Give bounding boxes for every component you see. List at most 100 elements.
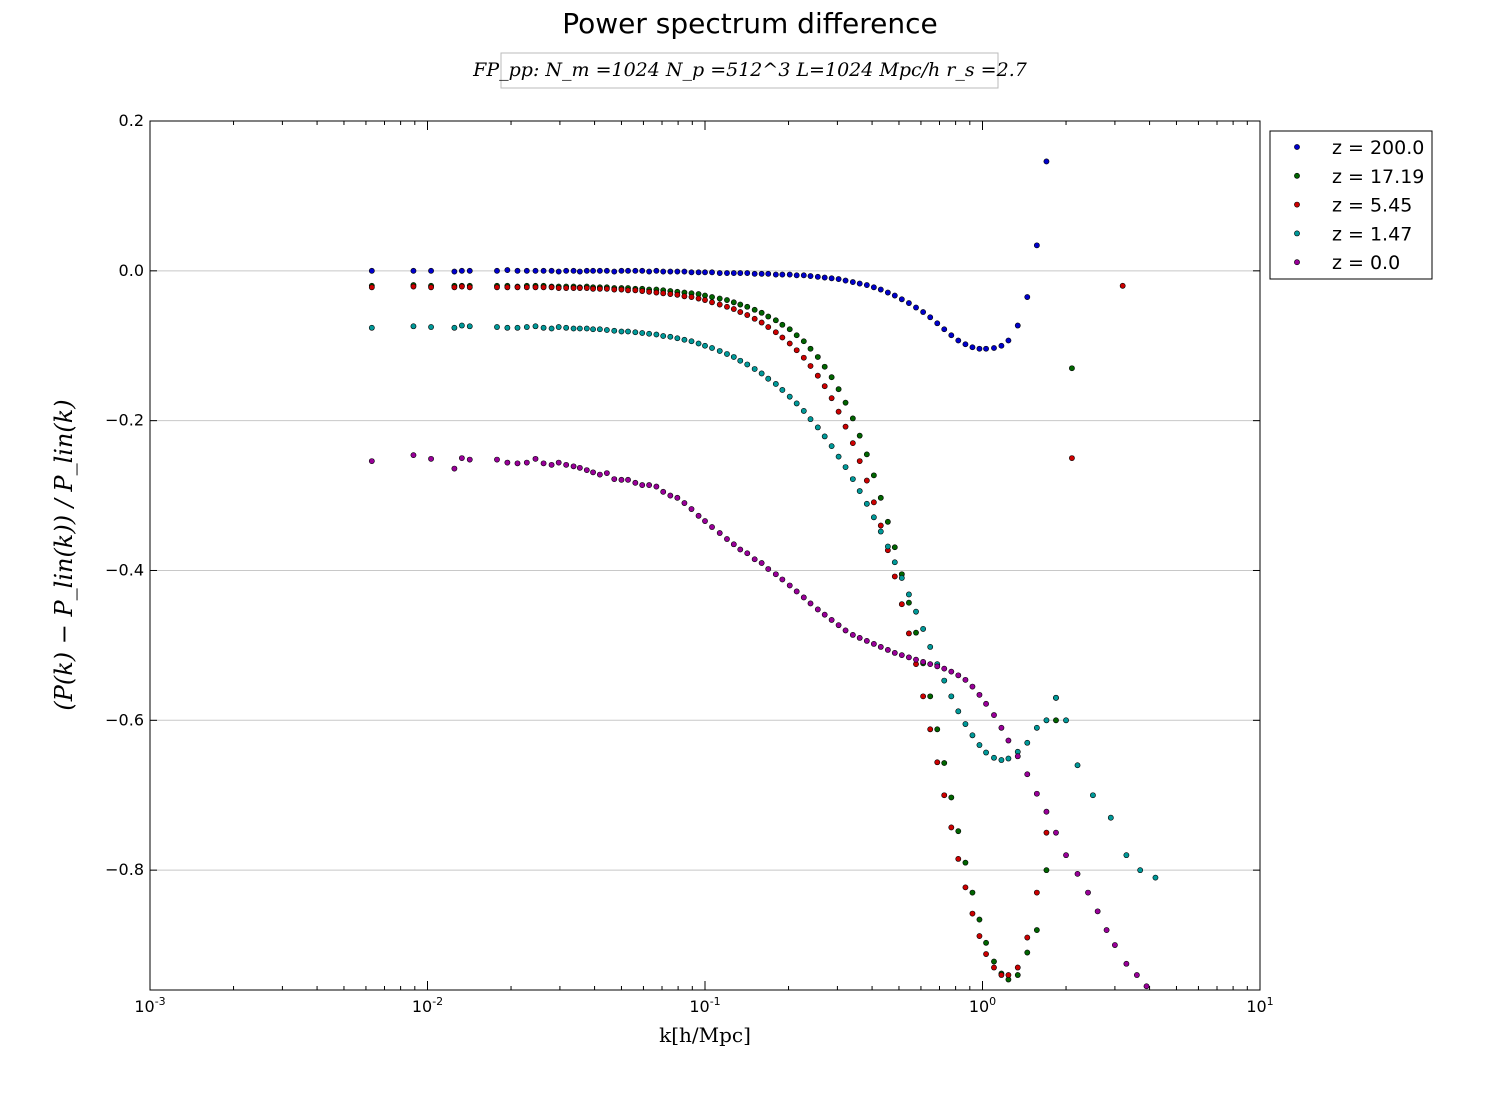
data-point [737,270,744,276]
data-point [976,742,983,748]
series-1 [368,282,1075,983]
x-tick-label: 10-1 [689,995,720,1016]
data-point [948,824,955,831]
data-point [709,524,715,530]
data-point [730,354,737,360]
data-point [590,469,596,476]
data-point [948,693,955,700]
legend: z = 200.0 z = 17.19 z = 5.45 z = 1.47 z = 0.… [1269,130,1433,280]
data-point [716,348,723,354]
legend-label: z = 0.0 [1332,252,1400,274]
data-point [540,284,547,291]
data-point [793,588,800,595]
data-point [779,576,786,583]
data-point [842,277,849,284]
data-point [821,274,828,281]
data-point [570,325,577,332]
data-point [793,347,800,354]
data-point [884,543,891,550]
data-point [563,324,570,331]
data-point [941,760,948,766]
data-point [410,283,417,290]
data-point [793,272,800,279]
data-point [466,267,473,274]
data-point [368,458,375,465]
data-point [877,286,884,293]
y-tick-label: −0.2 [105,411,144,430]
subtitle-box: FP_pp: N_m =1024 N_p =512^3 L=1024 Mpc/h… [472,52,1028,89]
data-point [1090,792,1096,799]
data-point [920,309,927,315]
data-point [611,268,618,275]
gridlines [150,270,1260,871]
data-point [991,712,997,718]
data-point [596,285,603,292]
data-point [660,290,667,297]
data-point [632,479,639,486]
data-point [955,672,962,679]
data-point [835,386,842,393]
data-point [576,268,583,275]
data-point [821,383,828,390]
data-point [765,566,772,572]
data-point [709,269,715,276]
data-point [898,601,905,608]
data-point [410,267,417,274]
data-point [955,337,962,344]
data-point [639,288,646,294]
data-point [494,456,500,463]
data-point [1014,753,1021,760]
data-point [927,726,934,733]
data-point [927,643,934,650]
data-point [724,536,730,542]
legend-label: z = 17.19 [1332,166,1424,188]
data-point [744,303,751,310]
data-point [913,608,919,615]
data-point [674,268,681,275]
data-point [1033,889,1040,896]
data-point [590,267,596,274]
data-point [724,297,730,303]
data-point [807,600,814,607]
data-point [744,361,751,368]
data-point [842,627,849,634]
data-point [821,611,828,618]
data-point [758,560,765,566]
data-point [368,267,375,274]
legend-marker [1294,230,1300,237]
data-point [793,332,800,339]
data-point [660,488,667,495]
data-point [695,512,702,519]
data-point [906,300,912,306]
x-tick-label: 10-2 [412,995,443,1016]
data-point [555,268,562,275]
data-point [870,499,877,506]
data-point [1005,737,1012,744]
data-point [653,267,660,274]
data-point [618,286,625,293]
data-point [772,571,779,578]
data-point [828,617,835,623]
data-point [983,951,989,957]
data-point [709,345,715,351]
data-point [1053,829,1059,836]
data-point [863,451,870,458]
data-point [639,482,646,488]
data-point [751,366,758,372]
data-point [969,732,976,739]
data-point [1024,771,1031,778]
data-point [724,351,730,357]
data-points [368,158,1159,990]
data-point [646,482,653,488]
x-tick-label: 10-3 [134,995,165,1016]
data-point [779,334,786,341]
data-point [1005,755,1012,762]
data-point [1024,934,1031,941]
data-point [1069,365,1075,372]
data-point [814,372,821,379]
data-point [1094,908,1101,915]
data-point [913,304,919,311]
data-point [976,691,983,698]
data-point [884,646,891,653]
data-point [870,514,877,521]
